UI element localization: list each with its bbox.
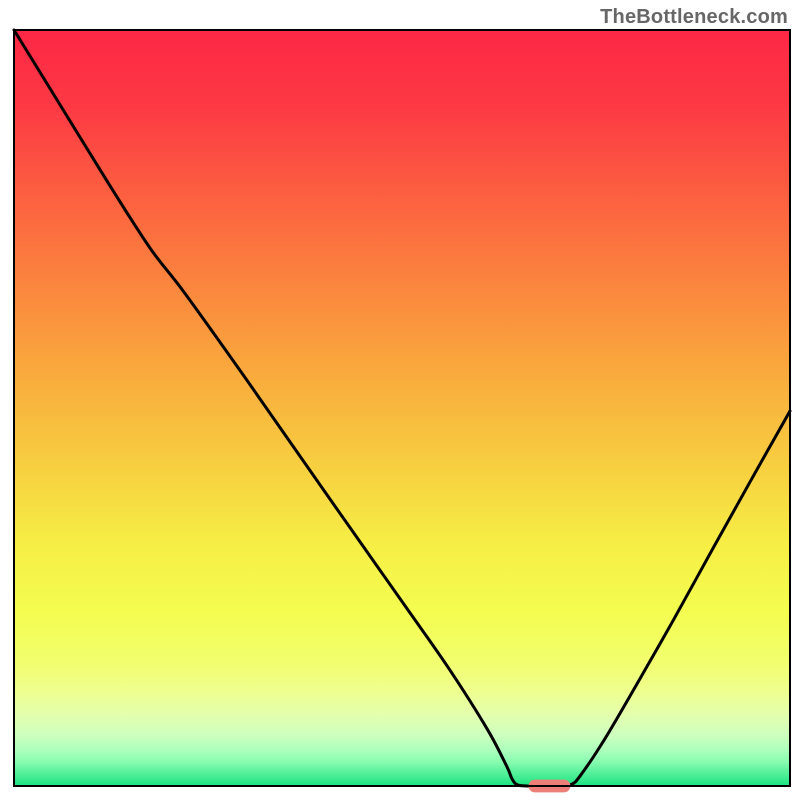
chart-svg: [0, 0, 800, 800]
plot-background: [14, 30, 790, 786]
bottleneck-chart: TheBottleneck.com: [0, 0, 800, 800]
watermark-text: TheBottleneck.com: [600, 6, 788, 29]
